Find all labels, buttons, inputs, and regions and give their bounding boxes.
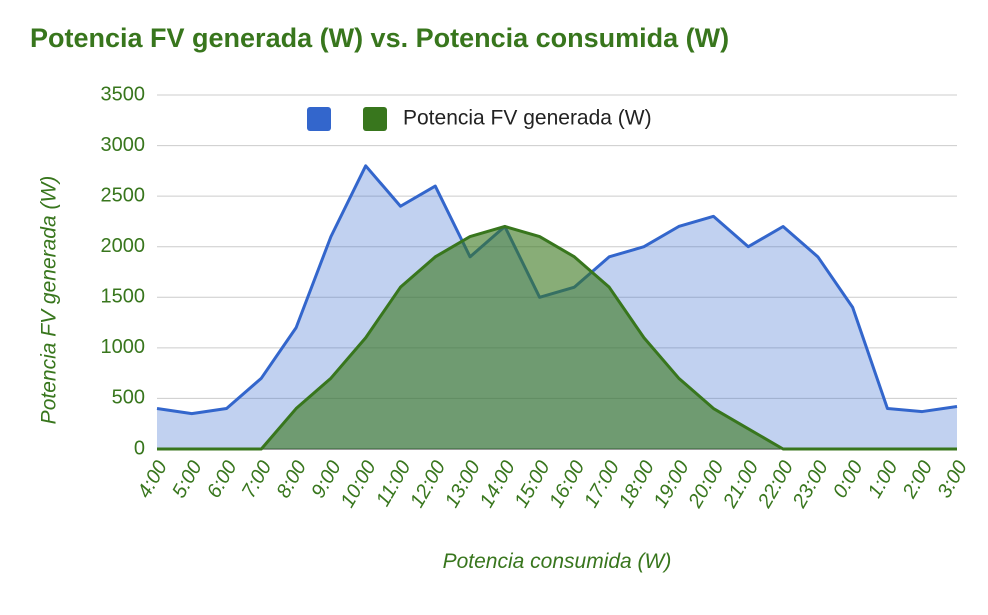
y-axis-label: Potencia FV generada (W) xyxy=(38,176,61,425)
x-tick-label: 16:00 xyxy=(545,457,589,511)
x-tick-label: 20:00 xyxy=(684,457,729,512)
legend-swatch xyxy=(363,107,387,131)
x-tick-label: 0:00 xyxy=(829,457,868,502)
x-tick-label: 21:00 xyxy=(719,457,764,512)
x-tick-label: 18:00 xyxy=(615,457,659,511)
y-tick-label: 3500 xyxy=(101,83,146,105)
y-tick-label: 2500 xyxy=(101,184,146,206)
x-tick-label: 5:00 xyxy=(168,457,207,502)
line xyxy=(157,224,957,451)
y-tick-label: 0 xyxy=(134,437,145,459)
x-tick-label: 22:00 xyxy=(753,457,798,512)
x-tick-label: 13:00 xyxy=(441,457,485,511)
legend-swatch xyxy=(307,107,331,131)
x-tick-label: 8:00 xyxy=(273,457,312,502)
x-axis-label: Potencia consumida (W) xyxy=(443,550,672,573)
x-tick-label: 17:00 xyxy=(580,457,624,511)
x-tick-label: 7:00 xyxy=(238,457,277,502)
y-tick-label: 1000 xyxy=(101,336,146,358)
x-tick-label: 1:00 xyxy=(864,457,903,502)
chart-title: Potencia FV generada (W) vs. Potencia co… xyxy=(30,23,729,53)
x-tick-label: 19:00 xyxy=(650,457,694,511)
x-tick-label: 3:00 xyxy=(933,457,972,502)
y-tick-label: 3000 xyxy=(101,134,146,156)
x-tick-label: 10:00 xyxy=(337,457,381,511)
x-tick-label: 4:00 xyxy=(133,457,172,502)
x-tick-label: 23:00 xyxy=(788,457,833,512)
legend-label: Potencia FV generada (W) xyxy=(403,107,652,130)
x-tick-label: 6:00 xyxy=(203,457,242,502)
y-tick-label: 2000 xyxy=(101,235,146,257)
y-tick-label: 1500 xyxy=(101,286,146,308)
x-tick-label: 2:00 xyxy=(898,457,937,503)
x-tick-label: 14:00 xyxy=(476,457,520,511)
y-tick-label: 500 xyxy=(112,387,145,409)
area xyxy=(157,226,957,449)
x-tick-label: 12:00 xyxy=(406,457,450,511)
x-tick-label: 15:00 xyxy=(510,457,554,511)
